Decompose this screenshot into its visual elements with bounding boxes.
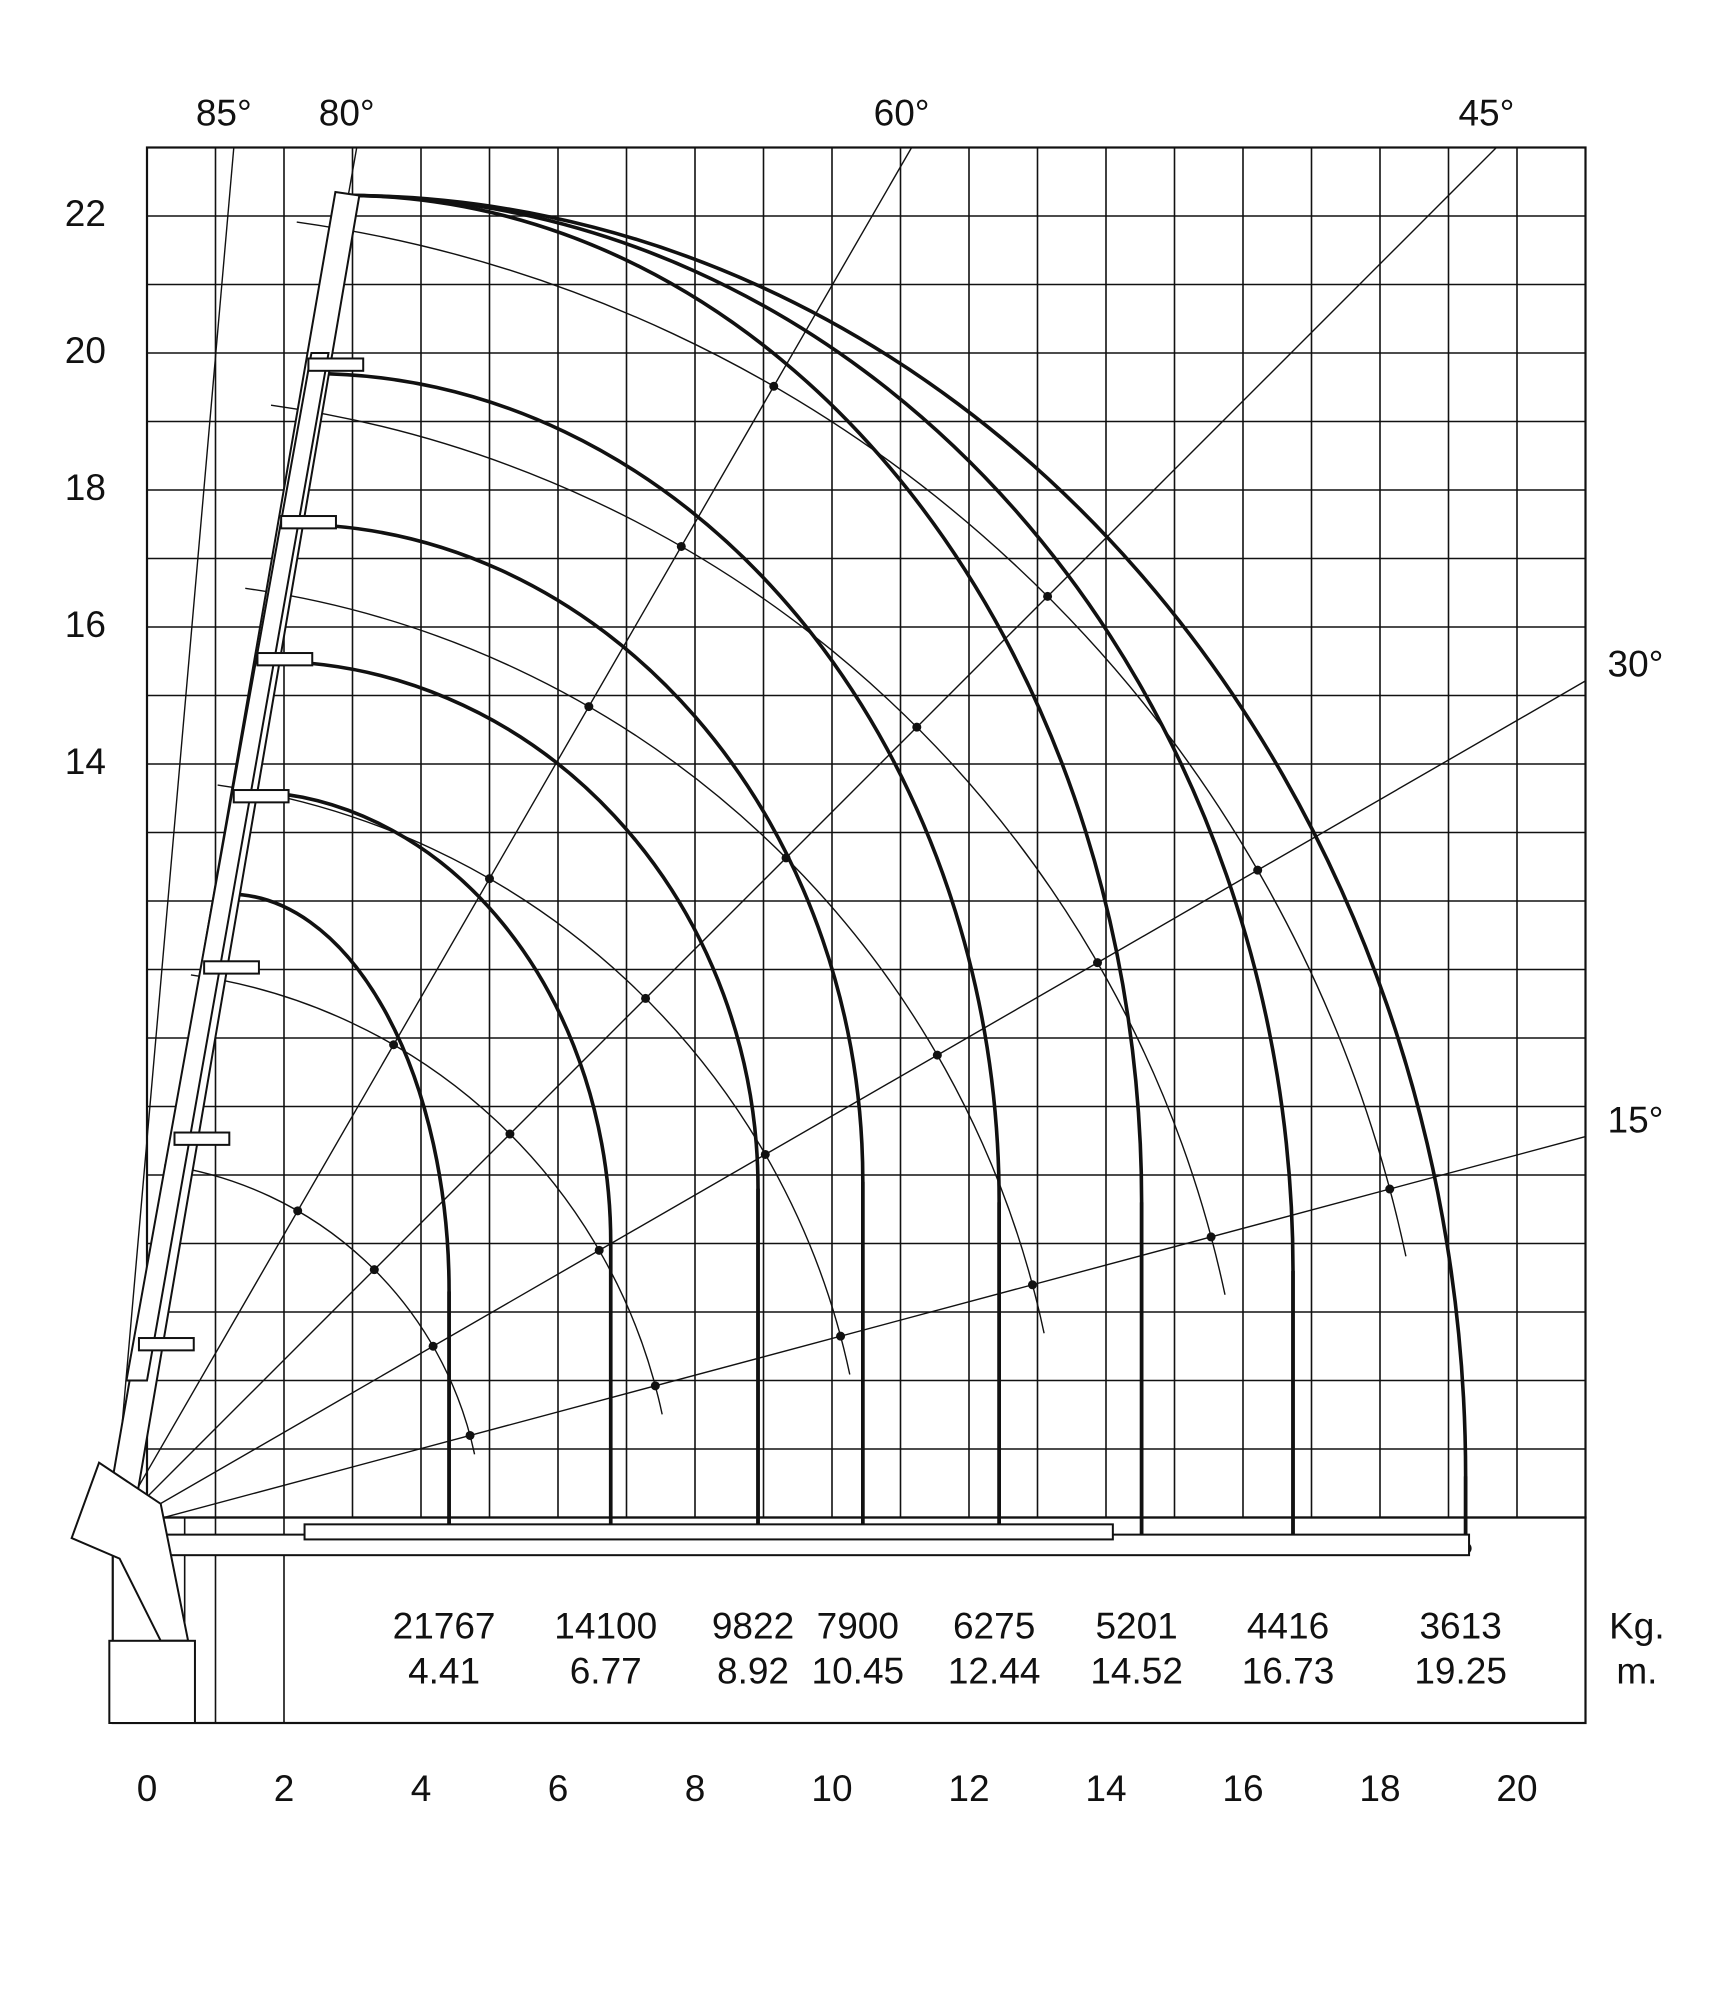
angle-label: 15° (1608, 1099, 1664, 1140)
load-curve (311, 371, 1001, 1549)
x-tick-label: 8 (685, 1768, 706, 1809)
boom-section (256, 652, 314, 667)
boom-section (280, 515, 337, 530)
angle-label: 30° (1608, 644, 1664, 685)
x-tick-label: 20 (1496, 1768, 1537, 1809)
x-tick-label: 12 (948, 1768, 989, 1809)
radius-arc (190, 974, 663, 1415)
radius-arc (245, 587, 1045, 1334)
reach-value: 19.25 (1414, 1650, 1507, 1691)
reach-value: 16.73 (1242, 1650, 1335, 1691)
load-value: 5201 (1095, 1605, 1177, 1646)
y-tick-label: 20 (65, 330, 106, 371)
intersection-dot (912, 722, 922, 732)
intersection-dot (293, 1206, 303, 1216)
reach-value: 8.92 (717, 1650, 789, 1691)
boom-section (203, 960, 260, 975)
reach-value: 10.45 (812, 1650, 905, 1691)
intersection-dot (428, 1341, 438, 1351)
x-tick-label: 18 (1359, 1768, 1400, 1809)
reach-value: 14.52 (1090, 1650, 1183, 1691)
intersection-dot (760, 1149, 770, 1159)
angle-line (112, 147, 235, 1532)
intersection-dot (1206, 1232, 1216, 1242)
load-curve (345, 193, 1295, 1549)
crane-base (108, 1639, 196, 1725)
x-tick-label: 16 (1222, 1768, 1263, 1809)
intersection-dot (676, 541, 686, 551)
crane-column (70, 1461, 190, 1642)
intersection-dot (485, 874, 494, 884)
angle-line (112, 147, 1497, 1532)
intersection-dot (505, 1129, 515, 1139)
y-tick-label: 22 (65, 193, 106, 234)
boom-raised-inner (125, 352, 330, 1382)
radius-arc (217, 784, 851, 1375)
intersection-dot (932, 1050, 942, 1060)
angle-label: 80° (319, 92, 375, 133)
load-curve (345, 193, 1144, 1549)
boom-section (173, 1131, 231, 1146)
reach-value: 4.41 (408, 1650, 480, 1691)
intersection-dot (465, 1430, 475, 1440)
intersection-dot (650, 1381, 660, 1391)
load-curve (242, 789, 613, 1549)
angle-label: 60° (874, 92, 930, 133)
radius-arc (270, 404, 1226, 1295)
load-curve (229, 892, 451, 1549)
boom-section (137, 1337, 195, 1352)
radius-arc (164, 1164, 476, 1455)
y-tick-label: 18 (65, 467, 106, 508)
load-value: 4416 (1247, 1605, 1329, 1646)
intersection-dot (584, 702, 594, 712)
load-value: 3613 (1419, 1605, 1501, 1646)
x-tick-label: 0 (137, 1768, 158, 1809)
angle-line (112, 1135, 1586, 1532)
angle-label: 45° (1458, 92, 1514, 133)
load-value: 7900 (817, 1605, 899, 1646)
x-tick-label: 14 (1085, 1768, 1126, 1809)
intersection-dot (1385, 1184, 1395, 1194)
load-curve (266, 659, 760, 1549)
table-frame (111, 1516, 1587, 1725)
angle-label: 85° (196, 92, 252, 133)
load-curve (345, 193, 1468, 1549)
intersection-dot (1253, 865, 1263, 875)
boom-section (307, 357, 365, 372)
x-tick-label: 10 (811, 1768, 852, 1809)
intersection-dot (1027, 1280, 1037, 1290)
load-unit: Kg. (1609, 1605, 1665, 1646)
intersection-dot (1043, 591, 1053, 601)
y-tick-label: 14 (65, 741, 106, 782)
load-curve (290, 522, 865, 1549)
intersection-dot (641, 993, 651, 1003)
load-value: 9822 (712, 1605, 794, 1646)
reach-unit: m. (1616, 1650, 1657, 1691)
x-tick-label: 2 (274, 1768, 295, 1809)
angle-line (112, 147, 913, 1532)
intersection-dot (594, 1245, 604, 1255)
load-value: 6275 (953, 1605, 1035, 1646)
intersection-dot (836, 1331, 846, 1341)
boom-lowered-section (303, 1523, 1114, 1541)
intersection-dot (389, 1040, 399, 1050)
x-tick-label: 4 (411, 1768, 432, 1809)
intersection-dot (369, 1265, 379, 1275)
load-value: 14100 (554, 1605, 657, 1646)
intersection-dot (1093, 958, 1103, 968)
y-tick-label: 16 (65, 604, 106, 645)
x-tick-label: 6 (548, 1768, 569, 1809)
radius-arc (296, 221, 1407, 1257)
angle-line (112, 680, 1586, 1532)
reach-value: 12.44 (948, 1650, 1041, 1691)
intersection-dot (769, 381, 779, 391)
reach-value: 6.77 (570, 1650, 642, 1691)
load-value: 21767 (393, 1605, 496, 1646)
boom-section (232, 789, 290, 804)
